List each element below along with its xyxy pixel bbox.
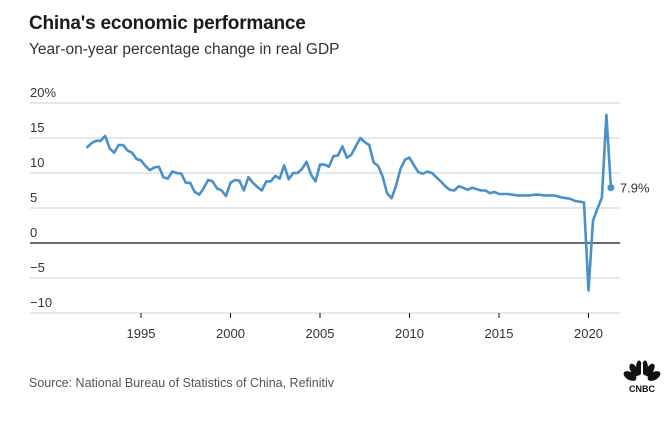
y-tick-label: 5	[30, 190, 37, 205]
cnbc-logo: CNBC	[623, 360, 661, 394]
latest-value-label: 7.9%	[620, 181, 650, 196]
y-tick-label: −5	[30, 260, 45, 275]
chart-title: China's economic performance	[29, 13, 306, 34]
x-tick-label: 1995	[127, 326, 156, 341]
chart-subtitle: Year-on-year percentage change in real G…	[29, 41, 340, 58]
y-tick-label: 15	[30, 120, 44, 135]
y-tick-label: 20%	[30, 85, 56, 100]
x-tick-label: 2020	[574, 326, 603, 341]
latest-point	[607, 184, 615, 192]
source-note: Source: National Bureau of Statistics of…	[29, 376, 335, 390]
cnbc-logo-text: CNBC	[629, 384, 655, 394]
gdp-series-line	[86, 113, 613, 292]
y-tick-label: −10	[30, 295, 52, 310]
x-tick-label: 2010	[395, 326, 424, 341]
x-tick-label: 2005	[306, 326, 335, 341]
y-tick-label: 0	[30, 225, 37, 240]
x-tick-label: 2000	[216, 326, 245, 341]
y-tick-label: 10	[30, 155, 44, 170]
x-tick-label: 2015	[485, 326, 514, 341]
